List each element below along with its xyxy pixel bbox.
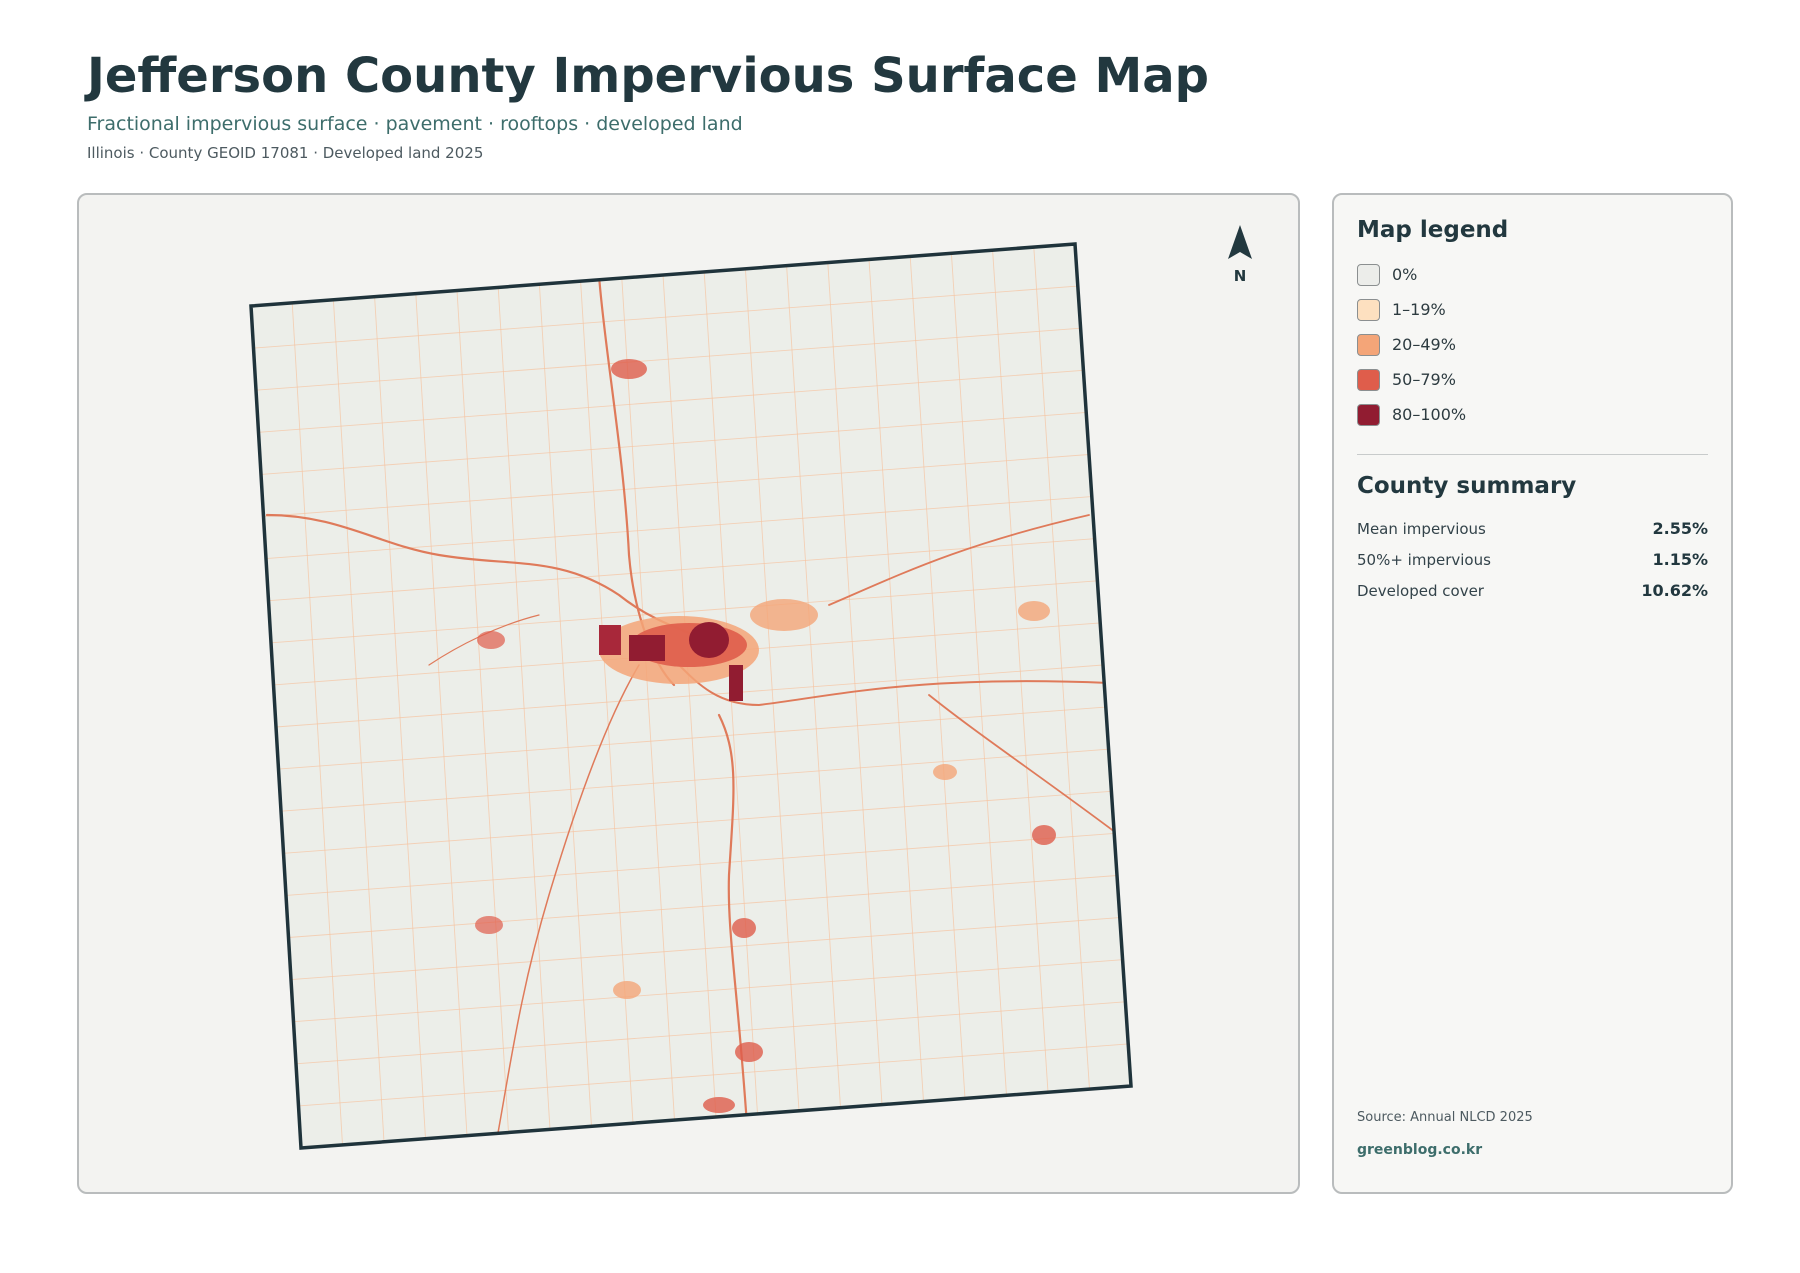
map-panel[interactable]: N — [77, 193, 1300, 1194]
legend-list: 0% 1–19% 20–49% 50–79% 80–100% — [1357, 257, 1708, 432]
legend-swatch — [1357, 298, 1380, 321]
summary-label: Mean impervious — [1357, 519, 1486, 538]
major-roads — [265, 273, 1120, 1148]
page-meta: Illinois · County GEOID 17081 · Develope… — [87, 143, 484, 162]
north-label: N — [1233, 267, 1247, 285]
source-note: Source: Annual NLCD 2025 — [1357, 1110, 1533, 1125]
legend-item: 1–19% — [1357, 292, 1708, 327]
legend-label: 50–79% — [1392, 370, 1456, 389]
summary-row: 50%+ impervious 1.15% — [1357, 544, 1708, 575]
page-header: Jefferson County Impervious Surface Map … — [87, 50, 1209, 162]
legend-title: Map legend — [1357, 217, 1509, 243]
divider — [1357, 454, 1708, 455]
legend-label: 20–49% — [1392, 335, 1456, 354]
county-map[interactable] — [79, 195, 1300, 1194]
legend-label: 1–19% — [1392, 300, 1446, 319]
legend-swatch — [1357, 333, 1380, 356]
side-panel: Map legend 0% 1–19% 20–49% 50–79% 80–100% Co… — [1332, 193, 1733, 1194]
summary-list: Mean impervious 2.55% 50%+ impervious 1.15%… — [1357, 513, 1708, 606]
summary-row: Mean impervious 2.55% — [1357, 513, 1708, 544]
page-title: Jefferson County Impervious Surface Map — [87, 48, 1209, 104]
legend-item: 0% — [1357, 257, 1708, 292]
summary-value: 10.62% — [1641, 581, 1708, 600]
legend-label: 0% — [1392, 265, 1418, 284]
road-grid — [253, 247, 1129, 1145]
urban-area — [475, 359, 1056, 1113]
summary-label: Developed cover — [1357, 581, 1484, 600]
summary-value: 2.55% — [1652, 519, 1708, 538]
summary-row: Developed cover 10.62% — [1357, 575, 1708, 606]
legend-label: 80–100% — [1392, 405, 1467, 424]
summary-value: 1.15% — [1652, 550, 1708, 569]
legend-swatch — [1357, 263, 1380, 286]
county-boundary — [249, 242, 1133, 1150]
credit-link[interactable]: greenblog.co.kr — [1357, 1142, 1483, 1158]
north-arrow-icon — [1228, 225, 1252, 259]
legend-item: 50–79% — [1357, 362, 1708, 397]
legend-item: 20–49% — [1357, 327, 1708, 362]
summary-label: 50%+ impervious — [1357, 550, 1491, 569]
page-subtitle: Fractional impervious surface · pavement… — [87, 112, 743, 135]
legend-swatch — [1357, 368, 1380, 391]
legend-item: 80–100% — [1357, 397, 1708, 432]
north-arrow: N — [1227, 225, 1253, 285]
summary-title: County summary — [1357, 473, 1577, 499]
legend-swatch — [1357, 403, 1380, 426]
